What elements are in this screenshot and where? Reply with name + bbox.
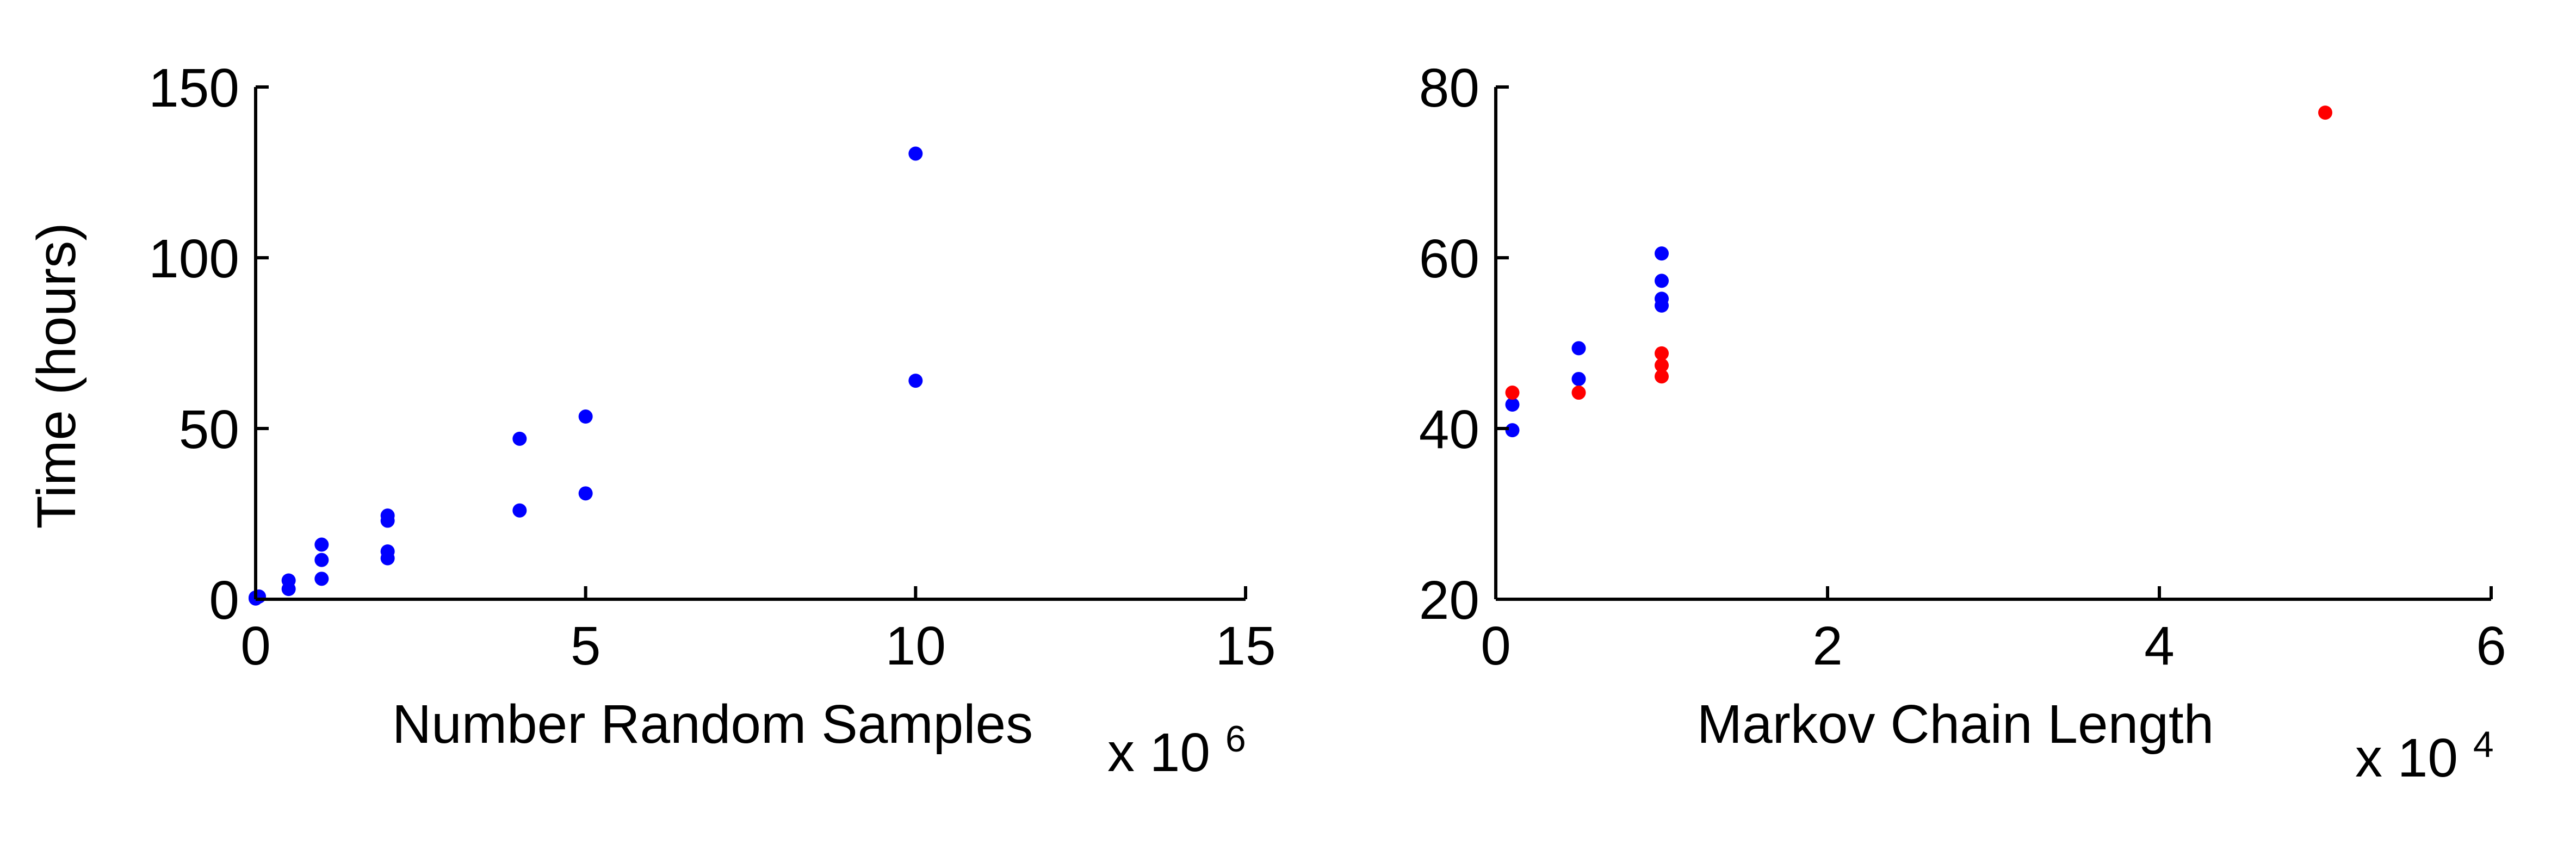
chart-right: 0 2 4 6 20 40 60 80 Markov Chain Length x 10 4	[1419, 58, 2506, 788]
data-point	[2318, 105, 2332, 120]
y-tick-label: 40	[1419, 399, 1479, 460]
x-tick-label: 5	[571, 616, 601, 676]
x-exponent-power-right: 4	[2473, 724, 2494, 765]
data-point	[380, 544, 395, 559]
x-tick-label: 0	[1481, 616, 1511, 676]
x-exponent-left: x 10 6	[1107, 718, 1246, 783]
y-tick-label: 20	[1419, 570, 1479, 631]
data-point	[578, 486, 593, 501]
data-point	[1655, 274, 1669, 288]
x-tick-label: 4	[2144, 616, 2175, 676]
data-point	[1655, 346, 1669, 361]
y-tick-label: 50	[179, 399, 239, 460]
plot-area-right	[1505, 105, 2332, 438]
data-point	[1655, 358, 1669, 372]
x-exponent-base-right: x 10	[2355, 728, 2458, 788]
data-point	[252, 589, 267, 604]
data-point	[314, 572, 329, 586]
data-point	[512, 431, 527, 446]
data-point	[908, 146, 923, 161]
data-point	[314, 537, 329, 552]
data-point	[314, 552, 329, 567]
y-axis-label-left: Time (hours)	[26, 222, 87, 529]
plot-area-left	[249, 146, 923, 606]
x-tick-label: 0	[240, 616, 271, 676]
y-tick-label: 100	[148, 228, 239, 289]
data-point	[281, 573, 296, 588]
data-point	[1571, 386, 1586, 400]
data-point	[1505, 398, 1520, 412]
x-exponent-base-left: x 10	[1107, 722, 1210, 783]
axes-right: 0 2 4 6 20 40 60 80	[1419, 58, 2506, 676]
x-exponent-power-left: 6	[1225, 718, 1246, 760]
data-point	[1505, 386, 1520, 400]
x-tick-label: 15	[1215, 616, 1275, 676]
data-point	[1655, 291, 1669, 306]
data-point	[512, 503, 527, 518]
data-point	[1655, 246, 1669, 261]
y-tick-label: 0	[209, 570, 239, 631]
x-exponent-right: x 10 4	[2355, 724, 2494, 788]
x-axis-label-left: Number Random Samples	[392, 694, 1033, 755]
y-tick-label: 60	[1419, 228, 1479, 289]
x-tick-label: 6	[2476, 616, 2506, 676]
data-point	[908, 374, 923, 388]
x-tick-label: 10	[886, 616, 946, 676]
data-point	[1571, 341, 1586, 356]
y-tick-label: 150	[148, 58, 239, 119]
data-point	[578, 409, 593, 424]
data-point	[1655, 369, 1669, 384]
x-axis-label-right: Markov Chain Length	[1697, 694, 2214, 755]
x-tick-label: 2	[1812, 616, 1843, 676]
data-point	[380, 508, 395, 523]
y-tick-label: 80	[1419, 58, 1479, 119]
data-point	[1505, 423, 1520, 438]
data-point	[1571, 371, 1586, 386]
